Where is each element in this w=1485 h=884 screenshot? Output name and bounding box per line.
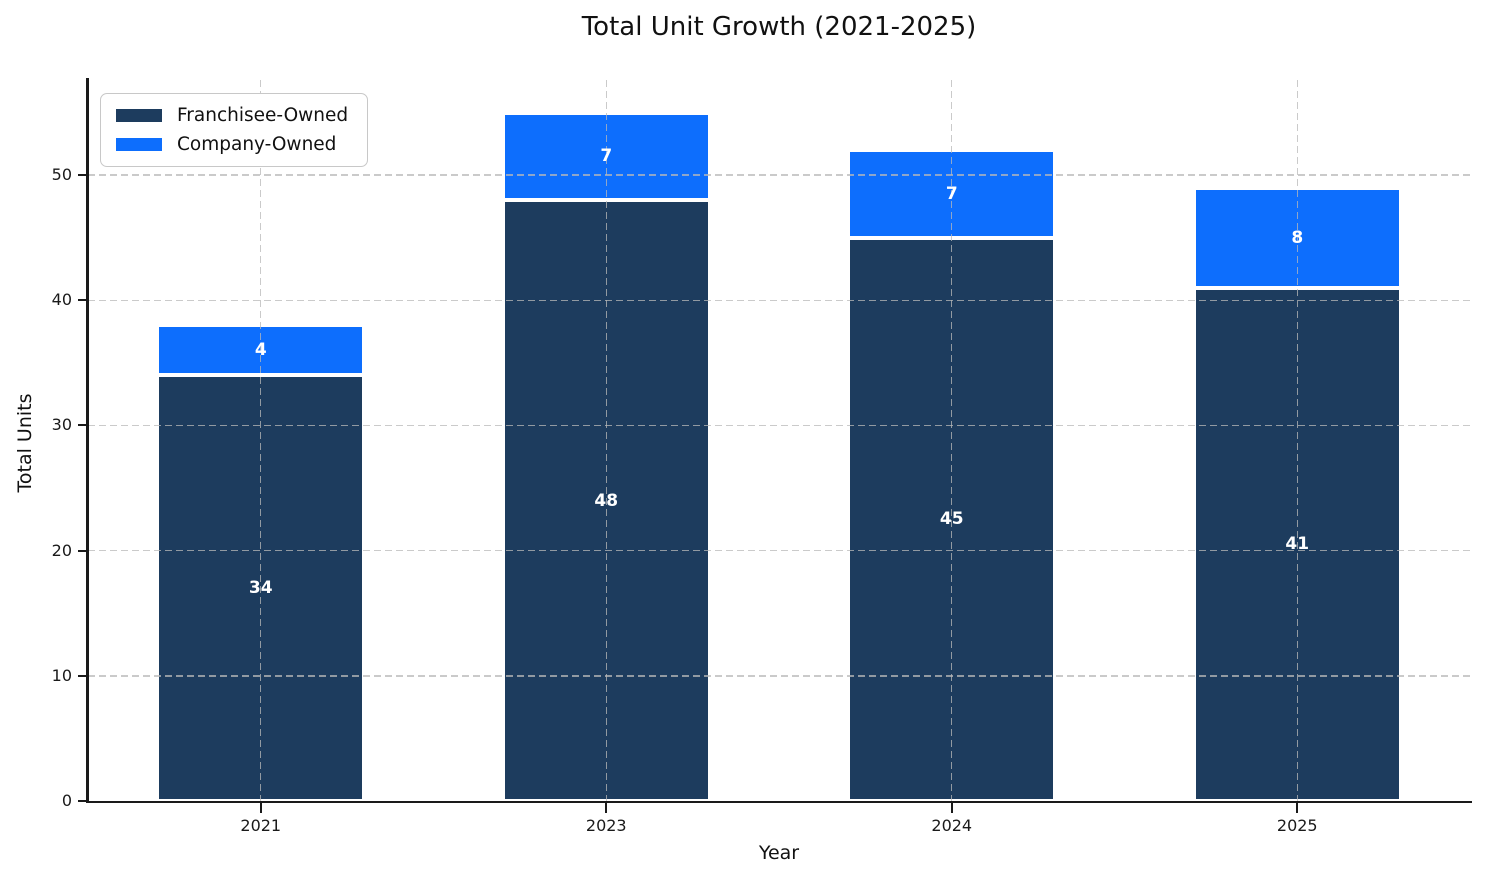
y-tick-0: [78, 800, 88, 802]
y-axis-title: Total Units: [14, 393, 36, 493]
chart-title: Total Unit Growth (2021-2025): [581, 12, 977, 42]
y-tick-label-10: 10: [51, 665, 72, 685]
gridline-y-30: [88, 424, 1470, 427]
legend-swatch-company-owned: [116, 138, 162, 151]
legend: Franchisee-Owned Company-Owned: [100, 93, 369, 167]
bar-value-label-company-owned-2025: 8: [1291, 227, 1304, 248]
gridline-y-40: [88, 299, 1470, 301]
legend-item-company-owned: Company-Owned: [116, 134, 348, 155]
x-tick-2025: [1296, 803, 1299, 813]
gridline-x-2024: [951, 80, 953, 801]
legend-item-franchisee-owned: Franchisee-Owned: [116, 105, 348, 126]
gridline-y-50: [88, 174, 1470, 176]
x-tick-label-2024: 2024: [931, 816, 973, 835]
x-axis-title: Year: [758, 842, 800, 864]
x-tick-2024: [950, 803, 953, 813]
legend-swatch-franchisee-owned: [116, 109, 162, 122]
x-tick-2021: [259, 803, 262, 813]
bar-value-label-franchisee-owned-2025: 41: [1285, 534, 1310, 555]
x-axis-spine: [86, 800, 1472, 803]
y-tick-label-0: 0: [61, 791, 72, 810]
x-tick-2023: [605, 803, 608, 813]
y-tick-label-50: 50: [51, 165, 72, 185]
bar-value-label-company-owned-2024: 7: [945, 183, 958, 204]
x-tick-label-2025: 2025: [1276, 816, 1318, 835]
legend-label-company-owned: Company-Owned: [177, 134, 337, 155]
y-tick-label-30: 30: [51, 415, 72, 435]
y-tick-label-40: 40: [51, 290, 72, 310]
gridline-x-2025: [1296, 80, 1298, 801]
bar-value-label-franchisee-owned-2021: 34: [248, 578, 273, 599]
bar-value-label-company-owned-2021: 4: [254, 340, 267, 361]
y-tick-40: [78, 299, 88, 302]
gridline-y-20: [88, 549, 1470, 552]
gridline-y-10: [88, 675, 1470, 677]
bar-value-label-franchisee-owned-2023: 48: [594, 490, 619, 511]
bar-value-label-franchisee-owned-2024: 45: [939, 509, 964, 530]
gridline-x-2021: [260, 80, 262, 801]
y-tick-30: [78, 424, 88, 427]
y-tick-50: [78, 174, 88, 177]
legend-label-franchisee-owned: Franchisee-Owned: [177, 105, 349, 126]
y-axis-spine: [86, 78, 89, 803]
x-tick-label-2023: 2023: [585, 816, 627, 835]
x-tick-label-2021: 2021: [240, 816, 282, 835]
gridline-x-2023: [605, 80, 607, 801]
y-tick-20: [78, 549, 88, 552]
y-tick-10: [78, 674, 88, 677]
y-tick-label-20: 20: [51, 540, 72, 560]
bar-value-label-company-owned-2023: 7: [600, 146, 613, 167]
